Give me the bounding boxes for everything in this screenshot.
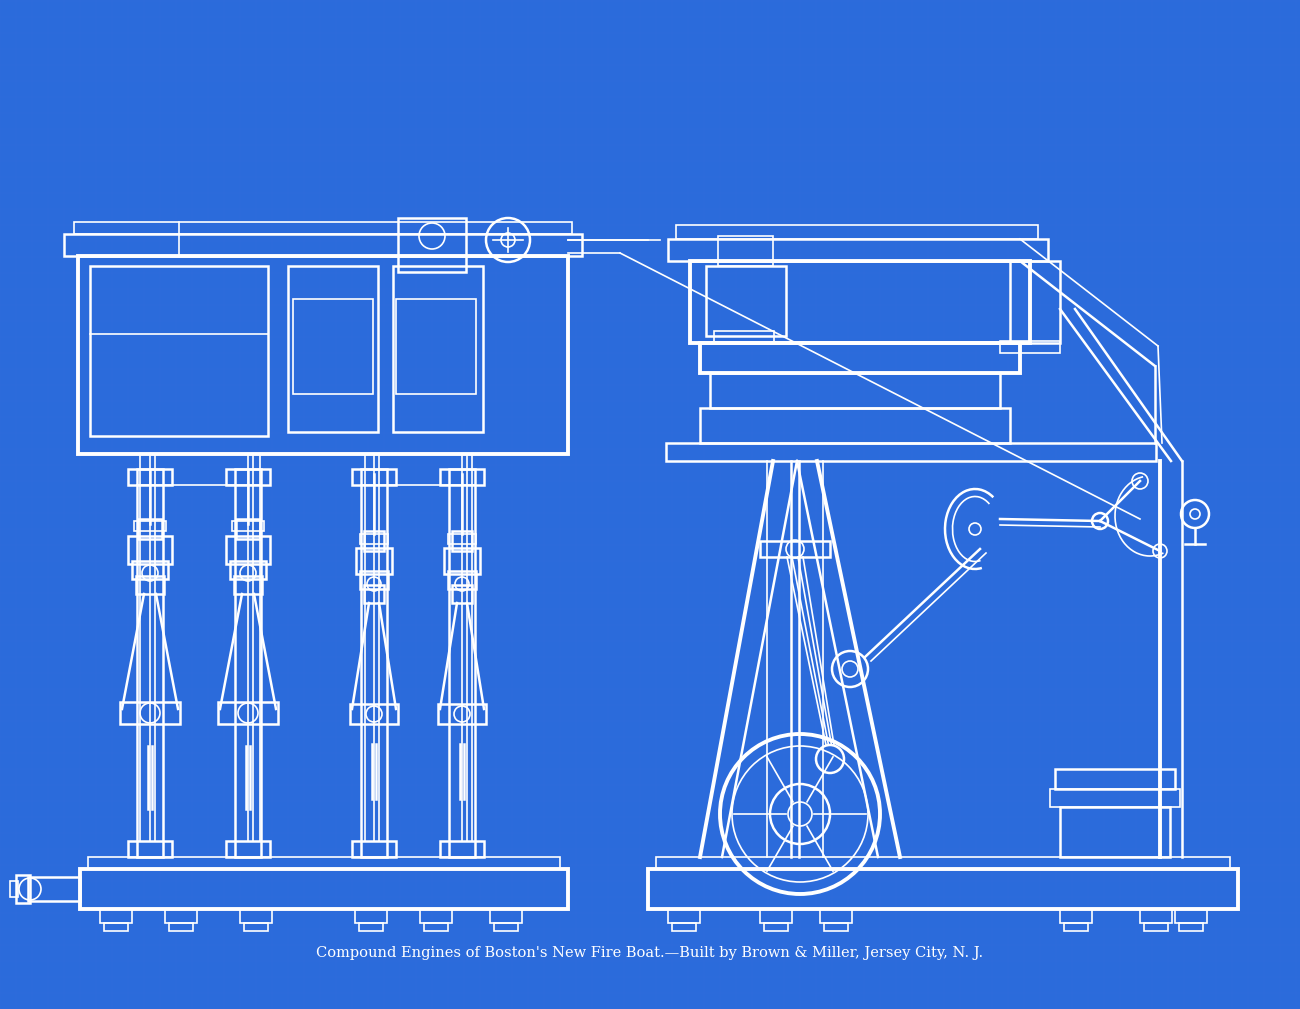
Bar (424, 923, 448, 931)
Bar (360, 571, 387, 589)
Bar (136, 576, 164, 594)
Bar (352, 840, 396, 857)
Bar (165, 909, 198, 923)
Bar (494, 923, 517, 931)
Bar (448, 469, 474, 857)
Bar (824, 923, 848, 931)
Bar (88, 857, 560, 869)
Bar (350, 704, 398, 724)
Bar (81, 869, 568, 909)
Bar (699, 343, 1021, 373)
Bar (237, 519, 260, 539)
Bar (1144, 923, 1167, 931)
Bar (230, 561, 266, 579)
Bar (1010, 261, 1060, 343)
Bar (710, 373, 1000, 408)
Bar (226, 536, 270, 564)
Bar (1063, 923, 1088, 931)
Bar (120, 702, 179, 724)
Bar (10, 881, 18, 897)
Bar (439, 469, 484, 485)
Bar (420, 909, 452, 923)
Bar (226, 469, 270, 485)
Bar (714, 331, 774, 343)
Bar (127, 536, 172, 564)
Bar (668, 239, 1048, 261)
Bar (218, 702, 278, 724)
Bar (78, 256, 568, 454)
Bar (138, 519, 162, 539)
Bar (1056, 769, 1175, 789)
Bar (134, 521, 166, 531)
Bar (718, 236, 773, 266)
Bar (647, 869, 1238, 909)
Bar (360, 534, 387, 544)
Bar (699, 408, 1010, 443)
Bar (289, 266, 378, 432)
Bar (760, 541, 829, 557)
Bar (448, 534, 476, 544)
Bar (240, 909, 272, 923)
Bar (1175, 909, 1206, 923)
Bar (396, 299, 476, 394)
Bar (1060, 909, 1092, 923)
Bar (439, 840, 484, 857)
Bar (676, 225, 1037, 239)
Bar (352, 469, 396, 485)
Bar (364, 585, 384, 603)
Bar (364, 531, 384, 551)
Bar (169, 923, 192, 931)
Bar (656, 857, 1230, 869)
Bar (90, 266, 268, 436)
Bar (244, 923, 268, 931)
Bar (438, 704, 486, 724)
Bar (234, 576, 263, 594)
Bar (690, 261, 1030, 343)
Bar (104, 923, 127, 931)
Bar (666, 443, 1156, 461)
Bar (127, 469, 172, 485)
Bar (668, 909, 699, 923)
Bar (359, 923, 383, 931)
Bar (16, 875, 30, 903)
Bar (452, 531, 472, 551)
Bar (820, 909, 852, 923)
Bar (355, 909, 387, 923)
Bar (292, 299, 373, 394)
Bar (29, 877, 81, 901)
Bar (1179, 923, 1203, 931)
Bar (127, 840, 172, 857)
Bar (672, 923, 696, 931)
Bar (445, 548, 480, 574)
Bar (74, 222, 572, 234)
Bar (356, 548, 393, 574)
Text: Compound Engines of Boston's New Fire Boat.—Built by Brown & Miller, Jersey City: Compound Engines of Boston's New Fire Bo… (316, 946, 984, 960)
Bar (490, 909, 523, 923)
Bar (100, 909, 133, 923)
Bar (393, 266, 484, 432)
Bar (452, 585, 472, 603)
Bar (64, 234, 582, 256)
Bar (1060, 807, 1170, 857)
Bar (1140, 909, 1173, 923)
Bar (136, 469, 162, 857)
Bar (133, 561, 168, 579)
Bar (764, 923, 788, 931)
Bar (706, 266, 786, 336)
Bar (448, 571, 476, 589)
Bar (231, 521, 264, 531)
Bar (1050, 789, 1180, 807)
Bar (398, 218, 465, 272)
Bar (1000, 341, 1060, 353)
Bar (361, 469, 387, 857)
Bar (226, 840, 270, 857)
Bar (235, 469, 261, 857)
Bar (760, 909, 792, 923)
